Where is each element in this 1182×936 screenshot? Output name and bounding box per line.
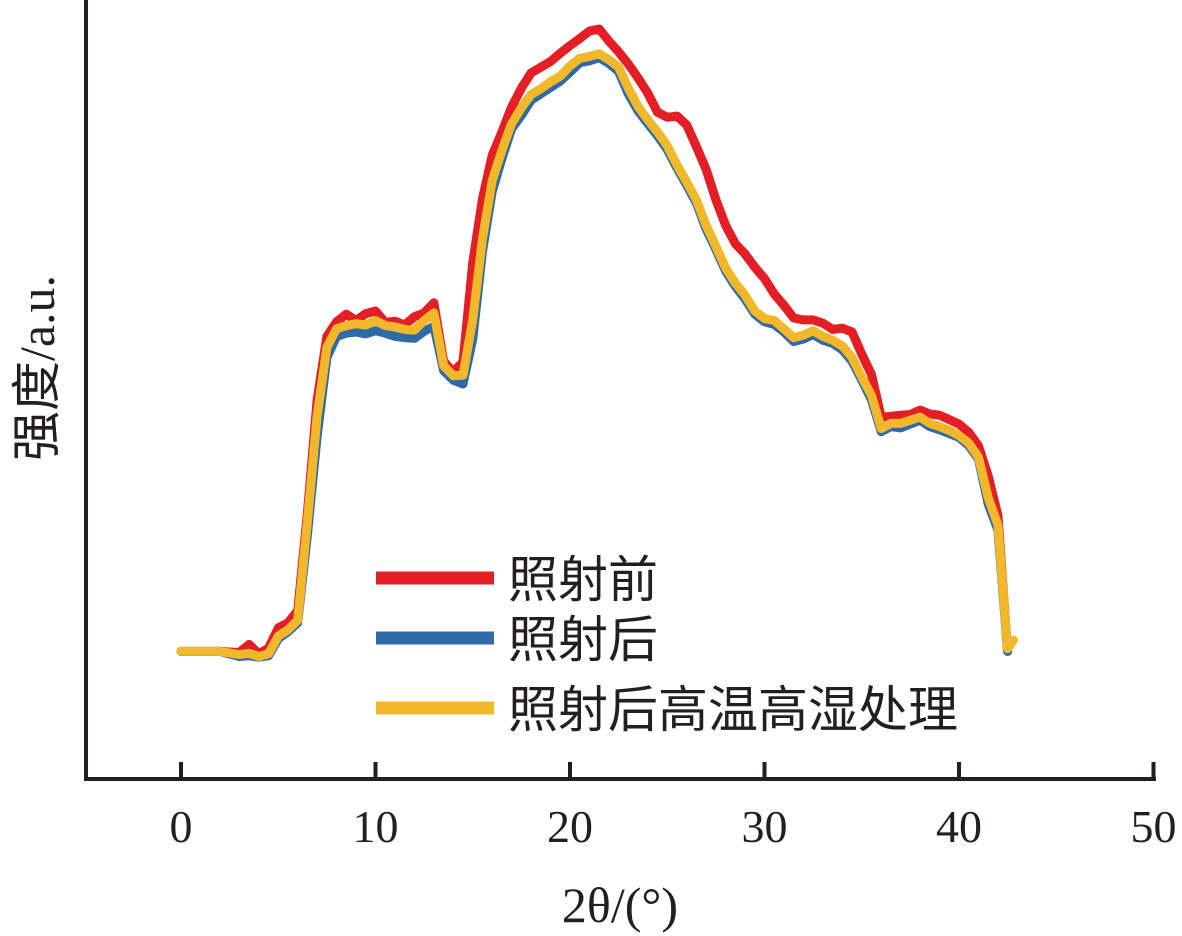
series-line-1: [176, 24, 1013, 659]
series-line-3: [176, 49, 1018, 661]
x-axis-title: 2θ/(°): [562, 877, 678, 933]
plot-lines: [176, 24, 1018, 662]
legend-label-1: 照射前: [508, 551, 658, 609]
x-tick-label-40: 40: [936, 801, 982, 852]
x-tick-label-50: 50: [1131, 801, 1177, 852]
y-axis-title: 强度/a.u.: [9, 275, 65, 461]
x-tick-label-0: 0: [170, 801, 193, 852]
legend-label-2: 照射后: [508, 611, 658, 669]
x-tick-label-20: 20: [547, 801, 593, 852]
x-tick-label-10: 10: [353, 801, 399, 852]
legend-label-3: 照射后高温高湿处理: [508, 681, 958, 739]
x-tick-label-30: 30: [742, 801, 788, 852]
x-ticks: 0 10 20 30 40 50: [170, 762, 1177, 852]
